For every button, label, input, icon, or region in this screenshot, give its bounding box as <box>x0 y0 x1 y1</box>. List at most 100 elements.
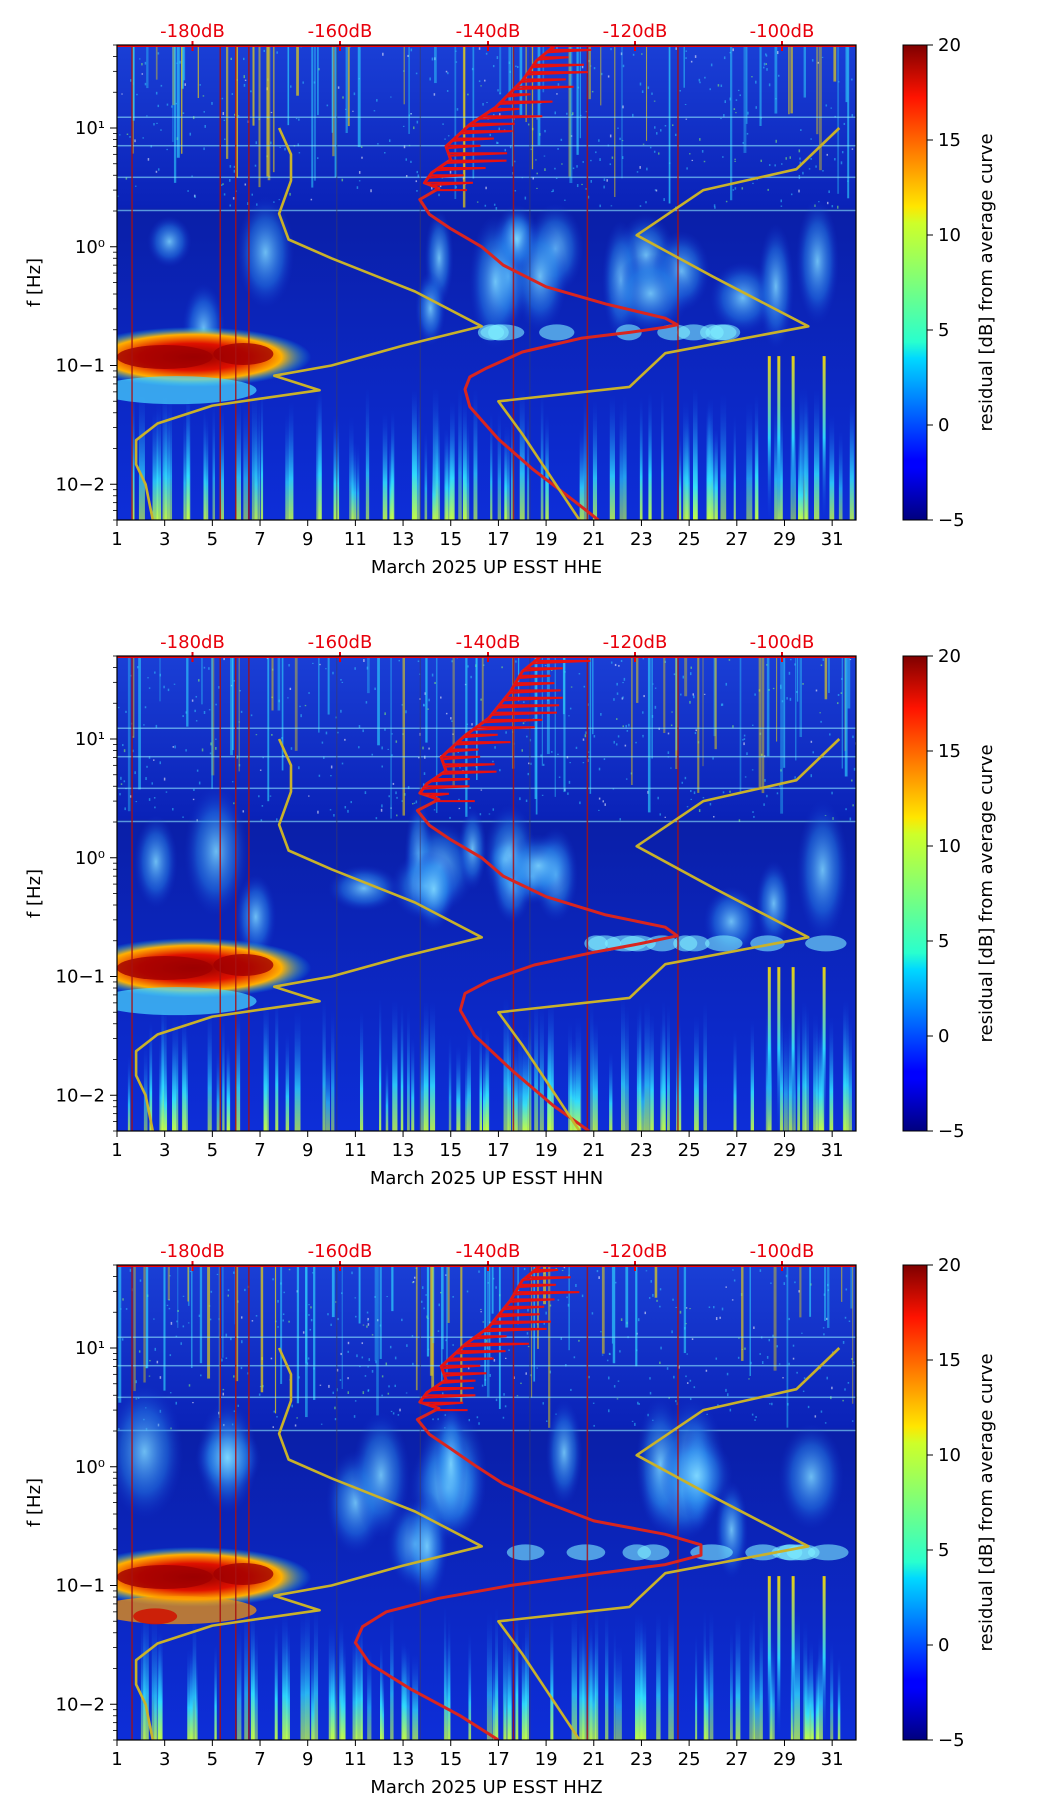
noise-speckle <box>271 696 273 699</box>
lf-stripe <box>360 1622 363 1740</box>
hf-streak <box>403 45 405 105</box>
noise-speckle <box>320 1423 323 1425</box>
noise-speckle <box>169 1275 171 1277</box>
noise-speckle <box>168 1307 171 1310</box>
x-tick-label: 15 <box>439 529 462 550</box>
colorbar <box>902 44 928 521</box>
x-tick-label: 17 <box>487 1749 510 1770</box>
noise-speckle <box>451 720 453 722</box>
hf-streak <box>235 1265 239 1382</box>
hf-streak <box>799 1265 802 1318</box>
event-line <box>586 1265 589 1740</box>
noise-speckle <box>439 184 442 188</box>
lf-stripe <box>803 1620 808 1740</box>
x-tick-label: 29 <box>773 1140 796 1161</box>
noise-speckle <box>679 1310 682 1314</box>
noise-speckle <box>189 132 192 136</box>
lf-stripe <box>636 1009 642 1131</box>
y-tick-label: 10⁰ <box>75 848 105 869</box>
noise-speckle <box>708 1306 711 1309</box>
noise-speckle <box>794 1281 796 1284</box>
noise-speckle <box>569 762 571 764</box>
noise-speckle <box>471 67 474 71</box>
noise-speckle <box>622 681 624 684</box>
lf-stripe <box>504 1657 507 1740</box>
noise-speckle <box>667 751 670 754</box>
noise-speckle <box>195 695 198 698</box>
noise-speckle <box>679 90 681 92</box>
secondary-microseism <box>117 1596 257 1625</box>
noise-speckle <box>442 123 444 125</box>
noise-speckle <box>233 680 236 682</box>
hf-streak <box>475 656 478 780</box>
microseism-blob <box>412 848 455 931</box>
noise-speckle <box>170 1321 173 1325</box>
hf-streak <box>675 656 678 770</box>
noise-speckle <box>221 97 224 100</box>
noise-speckle <box>678 1365 680 1369</box>
noise-speckle <box>852 804 854 807</box>
noise-speckle <box>366 1311 369 1314</box>
noise-speckle <box>598 767 601 771</box>
noise-speckle <box>616 682 618 686</box>
y-tick-label: 10−1 <box>56 967 105 988</box>
noise-speckle <box>686 167 688 170</box>
noise-speckle <box>244 79 247 82</box>
noise-speckle <box>721 703 724 706</box>
noise-speckle <box>645 1270 648 1272</box>
noise-speckle <box>643 695 645 698</box>
noise-speckle <box>759 1269 762 1272</box>
noise-speckle <box>544 665 547 667</box>
noise-speckle <box>326 104 329 107</box>
hf-streak <box>833 45 837 82</box>
noise-speckle <box>616 1398 619 1400</box>
noise-speckle <box>415 72 418 75</box>
lf-stripe <box>205 414 209 520</box>
noise-speckle <box>173 683 176 685</box>
lf-stripe <box>594 1607 599 1740</box>
noise-speckle <box>755 1416 757 1418</box>
noise-speckle <box>344 738 346 741</box>
noise-speckle <box>713 815 715 818</box>
noise-speckle <box>358 180 361 182</box>
noise-speckle <box>279 146 281 148</box>
noise-speckle <box>589 65 592 67</box>
noise-speckle <box>440 696 442 699</box>
lf-stripe <box>412 387 418 520</box>
noise-speckle <box>476 201 479 203</box>
noise-speckle <box>391 754 393 757</box>
noise-speckle <box>156 1360 159 1364</box>
noise-speckle <box>144 706 147 709</box>
lf-stripe <box>131 387 135 520</box>
noise-speckle <box>157 52 160 55</box>
hf-streak <box>635 1265 638 1367</box>
noise-speckle <box>180 1342 182 1345</box>
lf-stripe <box>568 1021 573 1131</box>
lf-stripe <box>294 1009 301 1131</box>
lf-stripe <box>243 402 248 520</box>
noise-speckle <box>648 1297 651 1299</box>
lf-stripe <box>465 1049 469 1131</box>
noise-speckle <box>168 1299 170 1301</box>
hf-streak <box>683 45 685 88</box>
noise-speckle <box>416 170 419 174</box>
x-tick-label: 5 <box>207 529 218 550</box>
lf-stripe <box>709 1609 714 1740</box>
noise-speckle <box>840 692 843 694</box>
noise-speckle <box>685 118 688 120</box>
noise-speckle <box>508 1349 510 1351</box>
hf-streak <box>287 45 290 126</box>
noise-speckle <box>780 769 782 772</box>
noise-speckle <box>220 184 223 187</box>
lf-stripe <box>589 1621 593 1740</box>
noise-speckle <box>800 129 802 131</box>
x-tick-label: 23 <box>630 1749 653 1770</box>
noise-speckle <box>423 772 426 775</box>
noise-speckle <box>413 126 415 130</box>
noise-speckle <box>146 765 148 768</box>
hf-streak <box>155 45 158 80</box>
hf-streak <box>357 45 361 148</box>
noise-speckle <box>390 807 392 809</box>
hf-streak <box>163 1265 166 1391</box>
noise-speckle <box>412 803 414 805</box>
